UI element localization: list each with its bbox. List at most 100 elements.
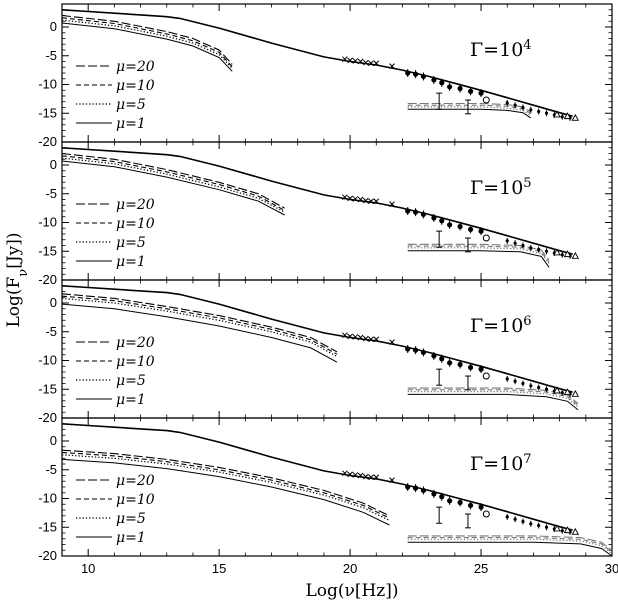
gamma-exponent: 4	[523, 38, 531, 53]
obs-tev-point	[560, 391, 564, 395]
y-tick-label: -20	[38, 134, 57, 149]
reference-curve	[61, 285, 573, 393]
obs-filled-circle	[457, 499, 463, 506]
y-tick-label: -15	[38, 519, 57, 534]
high-curve-mu5	[407, 247, 550, 265]
obs-cross	[389, 477, 395, 483]
high-curve-mu20	[407, 243, 550, 261]
obs-filled-circle	[467, 226, 474, 232]
y-tick-label: -10	[38, 215, 57, 230]
high-curve-mu5	[407, 538, 613, 555]
high-curve-mu5	[407, 391, 579, 408]
obs-filled-circle	[478, 504, 484, 510]
legend-label-mu10: μ=10	[116, 216, 155, 232]
obs-cross	[342, 332, 348, 339]
high-curve-mu1	[407, 393, 579, 411]
legend-label-mu10: μ=10	[116, 492, 155, 508]
obs-cross	[357, 58, 364, 65]
obs-triangle	[553, 524, 561, 532]
gamma-base: Γ=10	[470, 453, 523, 475]
obs-tev-point	[513, 517, 517, 521]
x-axis-title: Log(ν[Hz])	[305, 581, 398, 601]
obs-cross	[357, 196, 364, 203]
obs-tev-point	[521, 381, 525, 386]
gamma-base: Γ=10	[470, 315, 523, 337]
obs-triangle	[571, 389, 580, 397]
y-tick-label: 0	[50, 157, 57, 172]
y-tick-label: -20	[38, 272, 57, 287]
obs-triangle	[563, 388, 572, 396]
low-curve-mu20	[61, 152, 285, 209]
legend-label-mu20: μ=20	[116, 335, 155, 351]
legend-label-mu10: μ=10	[116, 78, 155, 94]
gamma-label: Γ=104	[470, 38, 532, 62]
legend-label-mu1: μ=1	[116, 254, 146, 270]
obs-tev-point	[544, 249, 549, 253]
obs-tev-point	[513, 379, 517, 383]
obs-filled-circle	[420, 487, 427, 494]
obs-triangle	[553, 248, 561, 256]
legend-label-mu1: μ=1	[116, 392, 146, 408]
low-curve-mu5	[61, 19, 233, 69]
y-tick-label: -15	[38, 243, 57, 258]
obs-filled-circle	[457, 223, 463, 230]
obs-tev-point	[560, 529, 564, 533]
obs-tev-point	[521, 105, 525, 110]
legend-label-mu20: μ=20	[116, 59, 155, 75]
obs-cross	[352, 196, 359, 202]
obs-cross	[342, 470, 348, 477]
obs-tev-point	[505, 377, 509, 381]
obs-cross	[362, 473, 369, 480]
obs-tev-point	[560, 115, 564, 119]
gamma-label: Γ=106	[470, 314, 532, 338]
high-curve-mu1	[407, 541, 613, 557]
obs-triangle	[571, 113, 580, 121]
obs-filled-circle	[447, 222, 453, 228]
obs-filled-circle	[478, 366, 484, 372]
gamma-exponent: 7	[523, 452, 531, 467]
obs-tev-point	[537, 523, 541, 528]
obs-filled-circle	[457, 361, 463, 368]
y-tick-label: -5	[45, 462, 57, 477]
x-tick-label: 10	[81, 561, 95, 576]
obs-open-circle	[482, 510, 490, 518]
obs-open-circle	[482, 234, 490, 242]
obs-tev-point	[529, 246, 533, 250]
obs-triangle	[571, 527, 580, 535]
obs-filled-circle	[439, 494, 445, 500]
legend-label-mu20: μ=20	[116, 473, 155, 489]
legend-label-mu1: μ=1	[116, 116, 146, 132]
y-tick-label: -15	[38, 105, 57, 120]
obs-triangle	[563, 526, 572, 534]
obs-filled-circle	[431, 215, 437, 221]
obs-tev-point	[513, 103, 517, 107]
low-curve-mu20	[61, 14, 233, 65]
obs-filled-circle	[467, 88, 474, 94]
legend-label-mu5: μ=5	[116, 97, 146, 113]
obs-cross	[368, 474, 374, 481]
y-tick-label: -5	[45, 48, 57, 63]
y-title-part: [Jy])	[4, 232, 24, 268]
obs-cross	[389, 201, 395, 207]
y-tick-label: -10	[38, 77, 57, 92]
obs-cross	[362, 197, 369, 204]
obs-tev-point	[560, 253, 564, 257]
high-curve-mu1	[407, 250, 550, 268]
obs-tev-point	[537, 385, 541, 390]
legend-label-mu10: μ=10	[116, 354, 155, 370]
obs-cross	[347, 195, 353, 202]
obs-filled-circle	[420, 211, 427, 218]
obs-filled-circle	[431, 353, 437, 359]
obs-cross	[373, 474, 380, 481]
x-tick-label: 20	[343, 561, 357, 576]
panel-1: 0 -5 -10 -15 -20 Γ=104 μ=20 μ=10 μ=5 μ=1	[38, 3, 613, 149]
obs-filled-circle	[467, 364, 474, 370]
obs-filled-circle	[447, 360, 453, 366]
high-curve-mu10	[407, 537, 613, 553]
y-title-part: Log(F	[4, 277, 24, 328]
obs-filled-circle	[412, 347, 419, 353]
gamma-base: Γ=10	[470, 177, 523, 199]
y-tick-label: 0	[50, 19, 57, 34]
y-title-sub: ν	[16, 269, 31, 277]
